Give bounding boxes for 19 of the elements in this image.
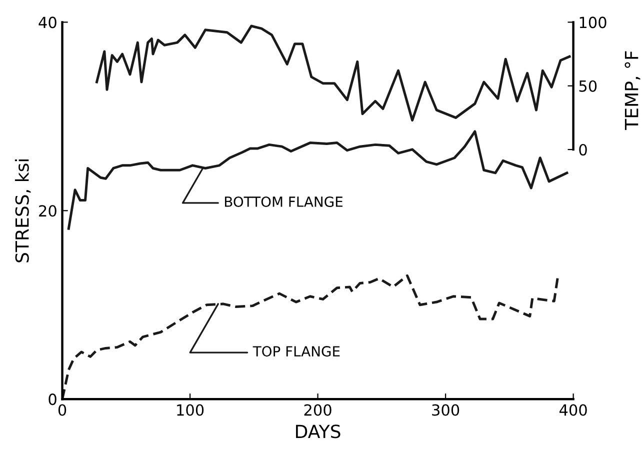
x-tick-label: 300 (432, 404, 460, 416)
x-tick-label: 0 (58, 404, 66, 416)
y-tick-label: 40 (38, 16, 56, 28)
x-axis-title: DAYS (296, 424, 340, 438)
x-tick-label: 400 (559, 404, 587, 416)
y-axis-title: STRESS, ksi (14, 159, 31, 262)
y2-tick-label: 0 (579, 144, 587, 156)
y-tick-label: 20 (39, 205, 56, 217)
x-tick-label: 100 (177, 404, 204, 416)
y2-axis-title: TEMP, °F (624, 51, 640, 130)
line-series (62, 274, 560, 400)
y-tick-label: 0 (48, 394, 56, 406)
annotation: BOTTOM FLANGE (225, 196, 342, 207)
line-series (67, 130, 568, 230)
annotation: TOP FLANGE (252, 346, 340, 357)
y2-tick-label: 100 (580, 16, 606, 28)
y2-tick-label: 50 (579, 80, 597, 92)
x-tick-label: 200 (304, 404, 332, 416)
line-series (96, 24, 571, 122)
